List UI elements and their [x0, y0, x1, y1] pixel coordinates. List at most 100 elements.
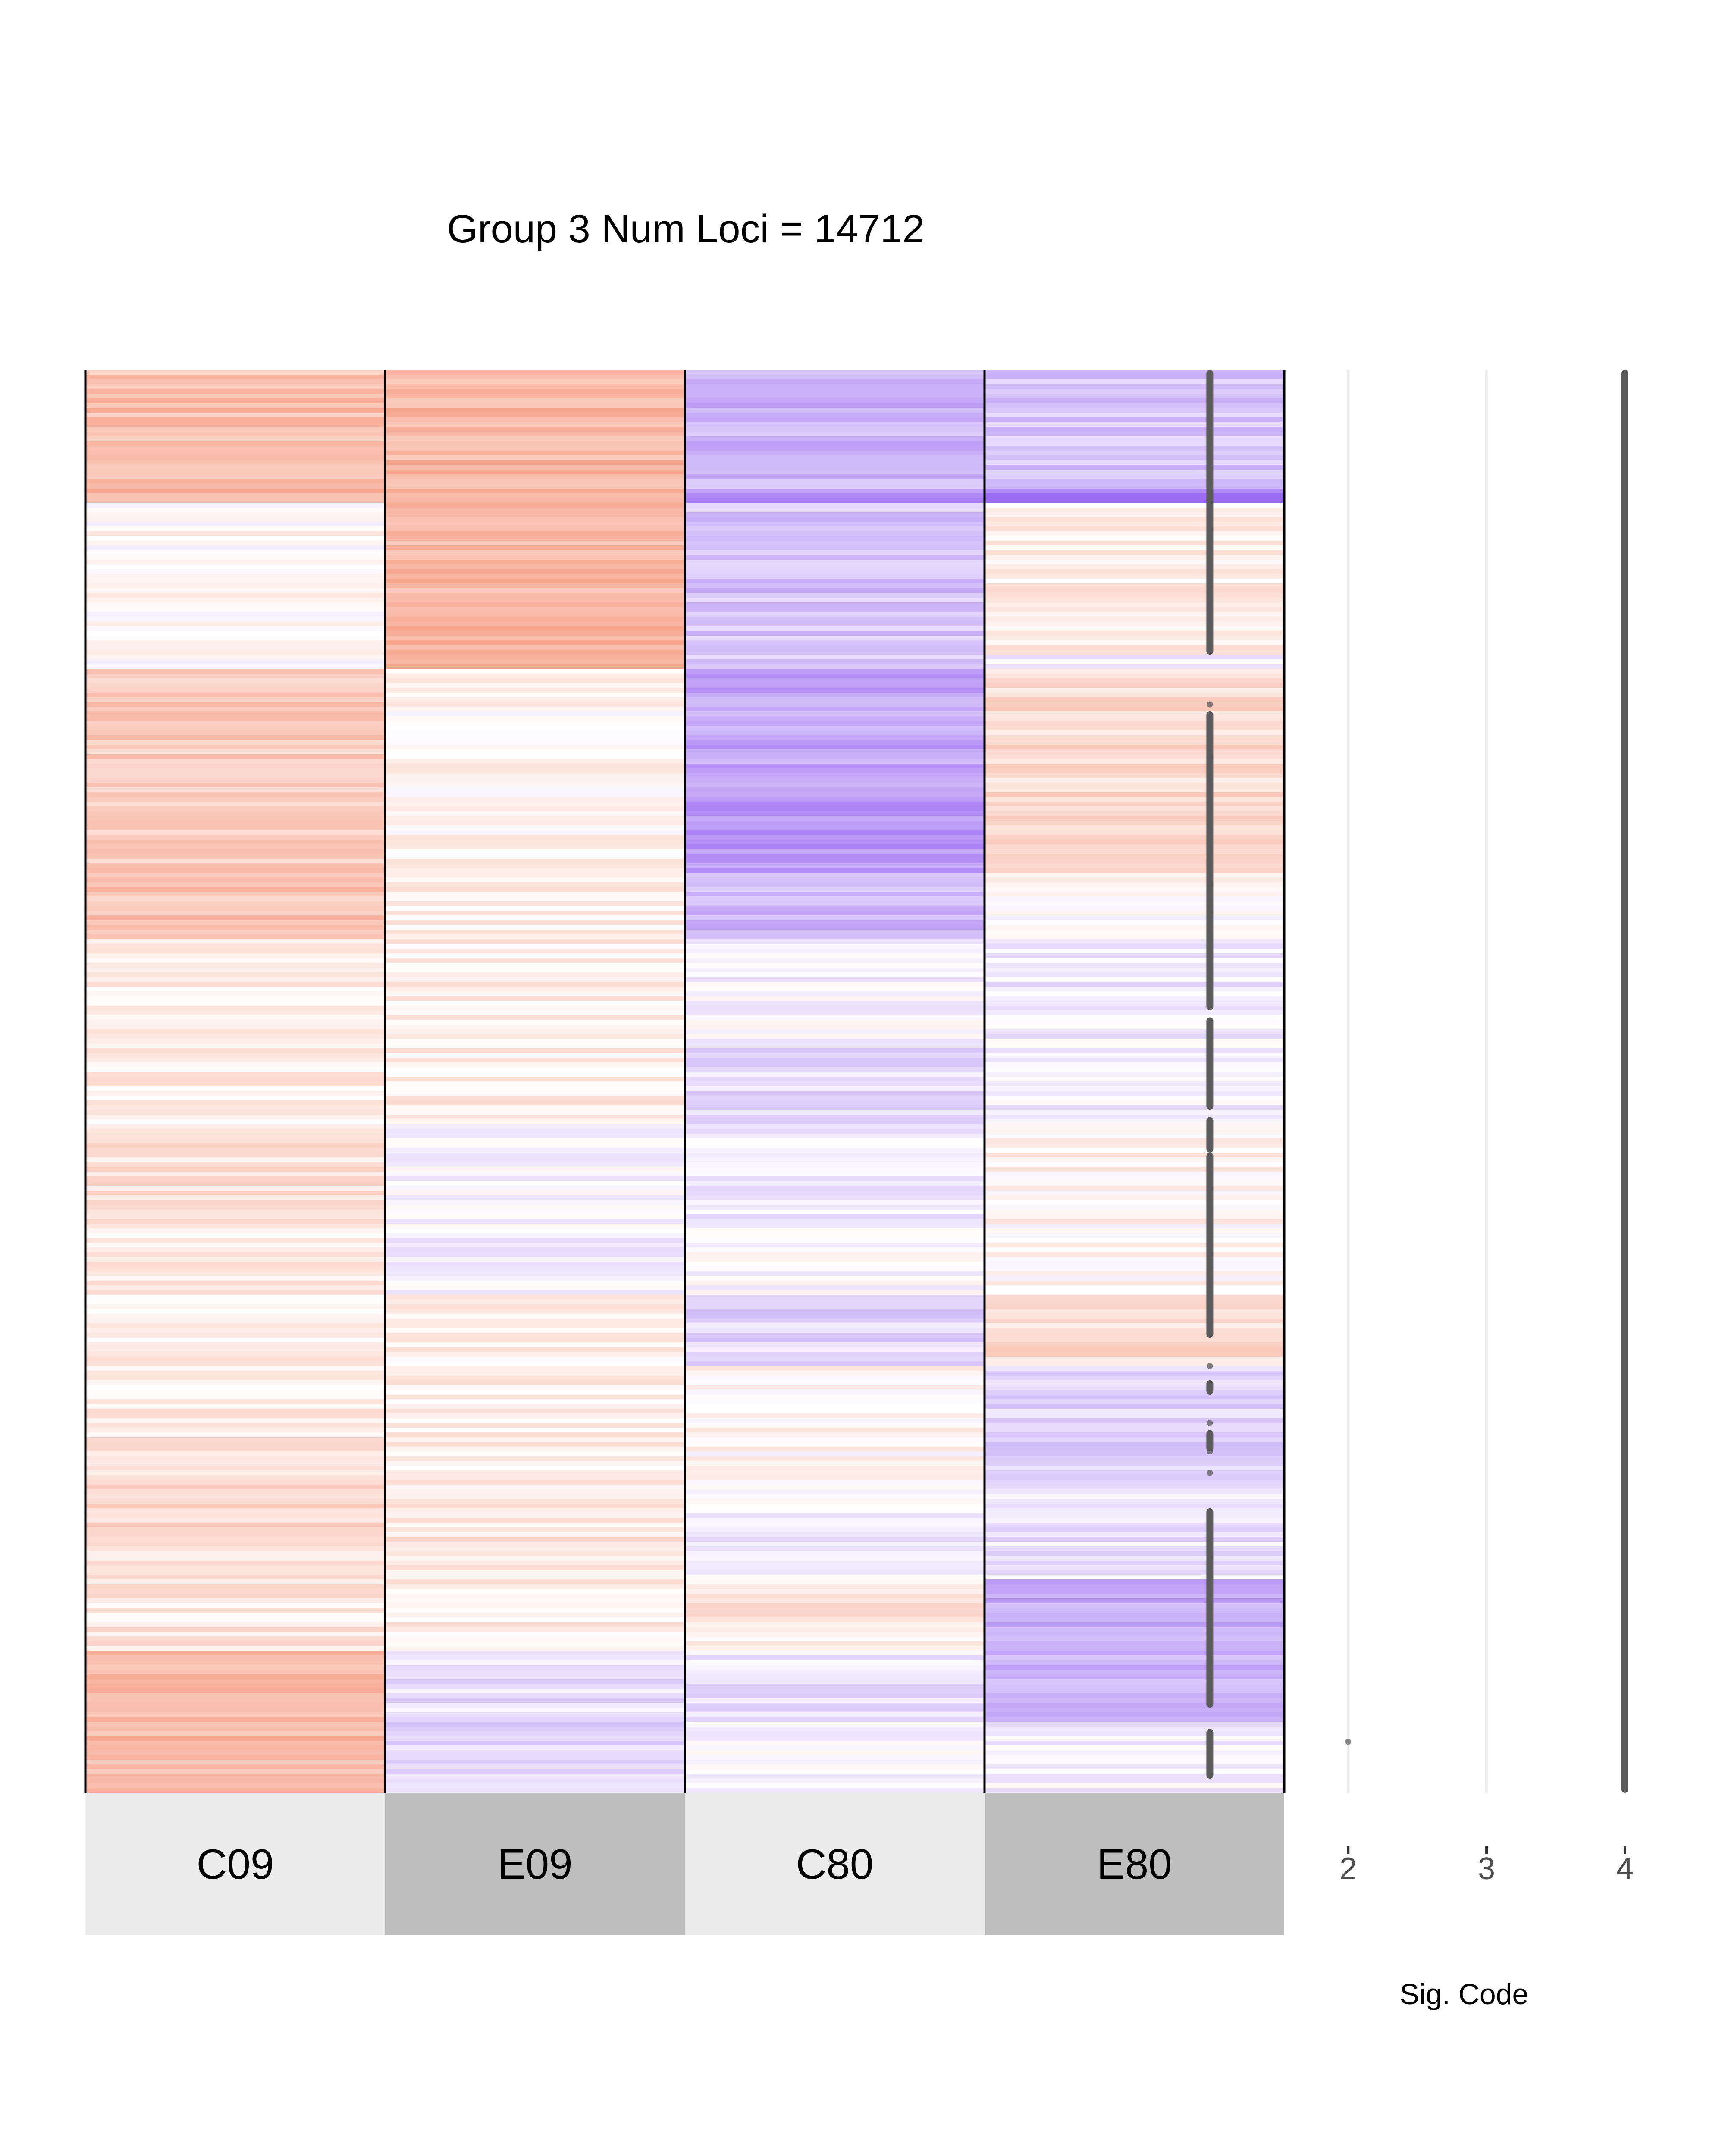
heatmap-cell: [685, 1276, 985, 1281]
heatmap-cell: [685, 1205, 985, 1210]
heatmap-cell: [985, 830, 1284, 835]
heatmap-cell: [85, 840, 385, 845]
heatmap-cell: [985, 1044, 1284, 1049]
heatmap-cell: [385, 536, 685, 541]
heatmap-cell: [85, 730, 385, 736]
heatmap-cell: [385, 873, 685, 878]
heatmap-cell: [685, 1029, 985, 1034]
heatmap-cell: [985, 1518, 1284, 1523]
heatmap-cell: [385, 674, 685, 679]
heatmap-cell: [985, 1077, 1284, 1082]
heatmap-cell: [85, 545, 385, 551]
heatmap-cell: [385, 1518, 685, 1523]
heatmap-cell: [685, 1760, 985, 1765]
heatmap-cell: [85, 1527, 385, 1532]
heatmap-cell: [385, 1731, 685, 1736]
heatmap-cell: [85, 1494, 385, 1499]
heatmap-cell: [385, 1646, 685, 1651]
heatmap-cell: [85, 711, 385, 717]
chart-title: Group 3 Num Loci = 14712: [447, 207, 924, 251]
heatmap-cell: [985, 868, 1284, 873]
heatmap-cell: [685, 825, 985, 830]
heatmap-cell: [685, 716, 985, 721]
heatmap-cell: [685, 427, 985, 432]
heatmap-cell: [385, 1703, 685, 1708]
heatmap-cell: [385, 1295, 685, 1300]
heatmap-cell: [85, 944, 385, 949]
heatmap-cell: [985, 1703, 1284, 1708]
heatmap-cell: [385, 1717, 685, 1722]
heatmap-cell: [385, 588, 685, 593]
heatmap-cell: [685, 474, 985, 479]
heatmap-cell: [85, 806, 385, 812]
heatmap-cell: [385, 1546, 685, 1551]
heatmap-cell: [85, 849, 385, 854]
heatmap-cell: [85, 892, 385, 897]
heatmap-cell: [385, 1262, 685, 1267]
heatmap-cell: [385, 1034, 685, 1039]
heatmap-cell: [985, 1741, 1284, 1746]
heatmap-cell: [985, 1053, 1284, 1058]
heatmap-cell: [385, 1470, 685, 1476]
heatmap-cell: [985, 1309, 1284, 1314]
heatmap-cell: [985, 1523, 1284, 1528]
heatmap-cell: [985, 1665, 1284, 1670]
heatmap-cell: [385, 1755, 685, 1760]
heatmap-cell: [85, 1584, 385, 1589]
heatmap-cell: [985, 1010, 1284, 1015]
heatmap-cell: [85, 408, 385, 413]
heatmap-cell: [385, 531, 685, 536]
heatmap-cell: [85, 1271, 385, 1276]
heatmap-cell: [685, 1086, 985, 1091]
heatmap-cell: [685, 783, 985, 788]
heatmap-cell: [385, 1727, 685, 1732]
heatmap-cell: [985, 564, 1284, 570]
heatmap-cell: [685, 740, 985, 745]
heatmap-cell: [385, 1323, 685, 1329]
heatmap-cell: [685, 811, 985, 816]
heatmap-cell: [385, 1266, 685, 1272]
heatmap-cell: [385, 968, 685, 973]
heatmap-cell: [385, 669, 685, 674]
heatmap-cell: [385, 1048, 685, 1053]
heatmap-cell: [85, 1115, 385, 1120]
heatmap-cell: [685, 1769, 985, 1774]
heatmap-cell: [685, 1485, 985, 1490]
heatmap-cell: [985, 1115, 1284, 1120]
heatmap-cell: [985, 517, 1284, 522]
sig-point: [1207, 1363, 1213, 1369]
heatmap-cell: [685, 574, 985, 579]
heatmap-cell: [85, 802, 385, 807]
heatmap-cell: [85, 1361, 385, 1366]
heatmap-cell: [85, 707, 385, 712]
heatmap-cell: [85, 1470, 385, 1476]
heatmap-cell: [985, 1300, 1284, 1305]
heatmap-cell: [85, 1124, 385, 1129]
heatmap-cell: [985, 1266, 1284, 1272]
heatmap-cell: [685, 1162, 985, 1167]
heatmap-cell: [85, 1238, 385, 1243]
heatmap-cell: [985, 1157, 1284, 1163]
heatmap-cell: [385, 934, 685, 940]
heatmap-cell: [985, 1774, 1284, 1779]
heatmap-cell: [685, 1504, 985, 1509]
heatmap-cell: [385, 1148, 685, 1153]
column-strip-c09: [85, 1793, 385, 1935]
heatmap-cell: [385, 930, 685, 935]
heatmap-cell: [985, 887, 1284, 892]
heatmap-cell: [985, 1527, 1284, 1532]
heatmap-cell: [985, 1432, 1284, 1438]
heatmap-cell: [985, 1470, 1284, 1476]
heatmap-cell: [685, 1138, 985, 1144]
heatmap-cell: [985, 963, 1284, 968]
heatmap-cell: [85, 1513, 385, 1518]
heatmap-cell: [985, 1352, 1284, 1357]
heatmap-cell: [985, 811, 1284, 816]
heatmap-cell: [385, 1689, 685, 1694]
heatmap-cell: [85, 1418, 385, 1423]
heatmap-cell: [385, 773, 685, 778]
heatmap-cell: [85, 1760, 385, 1765]
heatmap-cell: [685, 1219, 985, 1224]
heatmap-cell: [85, 920, 385, 925]
heatmap-cell: [985, 702, 1284, 707]
